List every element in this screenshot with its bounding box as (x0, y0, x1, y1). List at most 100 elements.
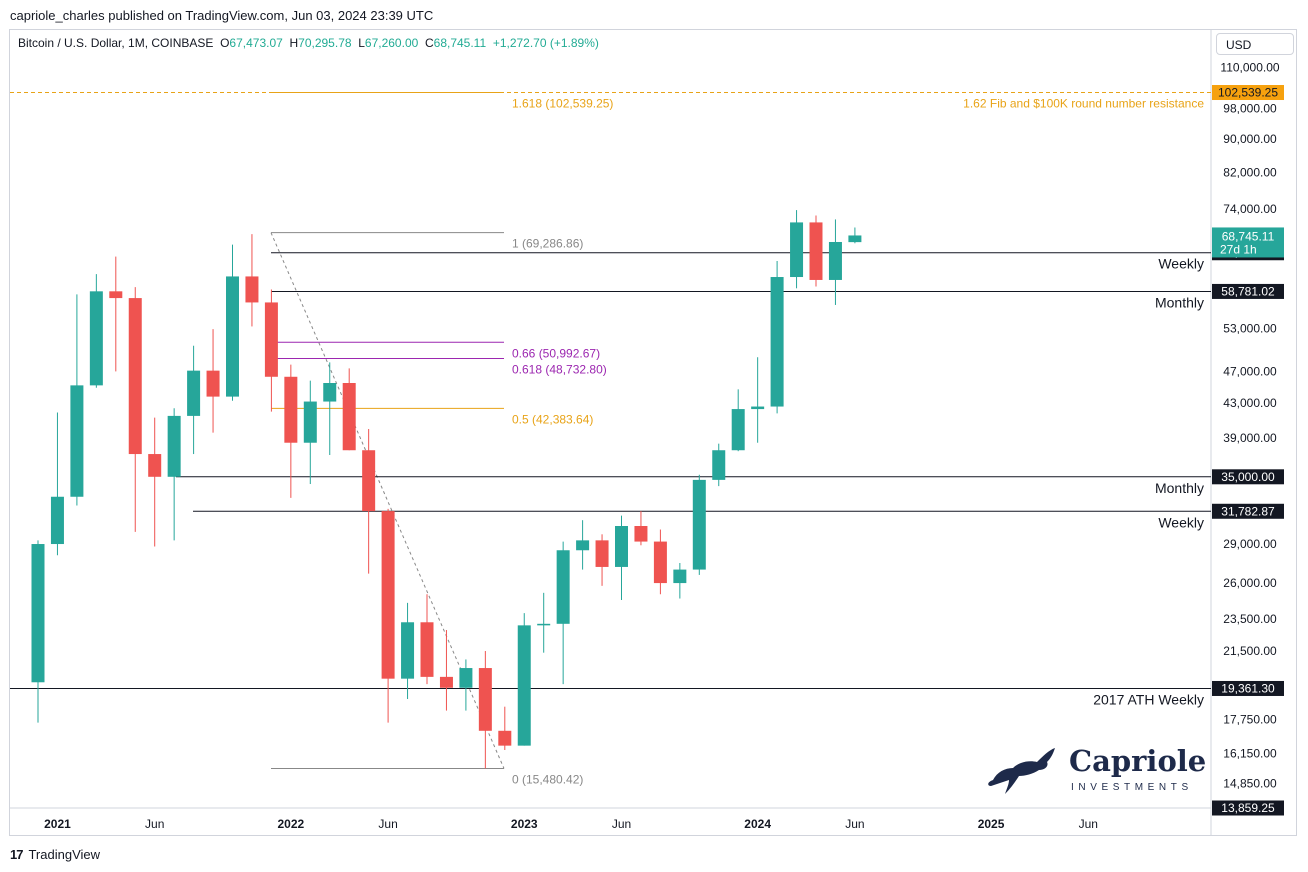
fib-level-label: 0.5 (42,383.64) (512, 412, 593, 426)
candle-body (653, 541, 667, 584)
fib-level-label: 0.618 (48,732.80) (512, 362, 607, 376)
tradingview-footer[interactable]: 17 TradingView (10, 847, 100, 862)
y-tick-label: 16,150.00 (1223, 746, 1277, 760)
x-tick-label: 2021 (44, 817, 71, 831)
x-tick-label: Jun (145, 817, 164, 831)
high-value: 70,295.78 (298, 36, 352, 50)
level-badge: 58,781.02 (1221, 284, 1275, 298)
x-tick-label: Jun (612, 817, 631, 831)
level-badge: 31,782.87 (1221, 504, 1275, 518)
level-badge: 19,361.30 (1221, 681, 1275, 695)
candle-body (245, 276, 259, 303)
level-badge-bg (1212, 503, 1284, 519)
candle-body (89, 291, 103, 386)
candle-body (50, 496, 64, 545)
tradingview-brand: TradingView (28, 847, 101, 862)
y-tick-label: 39,000.00 (1223, 431, 1277, 445)
level-badge: 35,000.00 (1221, 470, 1275, 484)
candle-body (478, 668, 492, 731)
candle-body (167, 415, 181, 477)
x-tick-label: Jun (1079, 817, 1098, 831)
axis-min-badge-bg (1212, 800, 1284, 816)
y-tick-label: 82,000.00 (1223, 165, 1277, 179)
open-label: O (220, 36, 230, 50)
resistance-label: 1.62 Fib and $100K round number resistan… (963, 97, 1204, 111)
symbol-title: Bitcoin / U.S. Dollar, 1M, COINBASE (18, 36, 214, 50)
last-price-badge: 68,745.11 (1222, 229, 1275, 243)
resistance-badge-bg (1212, 85, 1284, 101)
close-label: C (424, 36, 434, 50)
fib-level-label: 0 (15,480.42) (512, 772, 583, 786)
x-tick-label: 2023 (511, 817, 538, 831)
candle-body (595, 540, 609, 567)
tradingview-logo-icon: 17 (10, 847, 24, 862)
horse-logo-icon (988, 748, 1055, 794)
level-label: Weekly (1158, 256, 1204, 272)
symbol-legend: Bitcoin / U.S. Dollar, 1M, COINBASE O67,… (18, 36, 599, 50)
candle-body (673, 569, 687, 584)
y-tick-label: 14,850.00 (1223, 776, 1277, 790)
candle-body (109, 291, 123, 299)
candle-body (751, 406, 765, 410)
close-value: 68,745.11 (433, 36, 487, 50)
x-tick-label: Jun (378, 817, 397, 831)
candle-body (828, 241, 842, 280)
x-tick-label: 2022 (277, 817, 304, 831)
y-tick-label: 43,000.00 (1223, 396, 1277, 410)
candle-body (226, 276, 239, 397)
y-tick-label: 98,000.00 (1223, 102, 1277, 116)
candle-body (420, 622, 434, 677)
candle-body (342, 383, 356, 451)
resistance-badge: 102,539.25 (1218, 86, 1278, 100)
candle-body (770, 277, 784, 407)
candle-body (381, 511, 395, 679)
level-badge-bg (1212, 680, 1284, 696)
candle-body (439, 676, 453, 688)
low-value: 67,260.00 (364, 36, 419, 50)
y-tick-label: 23,500.00 (1223, 612, 1277, 626)
x-tick-label: 2025 (978, 817, 1005, 831)
level-label: 2017 ATH Weekly (1093, 691, 1204, 707)
level-label: Monthly (1155, 480, 1204, 496)
candle-body (70, 385, 84, 497)
y-tick-label: 26,000.00 (1223, 576, 1277, 590)
candle-body (556, 550, 570, 624)
publisher-line: capriole_charles published on TradingVie… (10, 8, 434, 23)
fib-level-label: 0.66 (50,992.67) (512, 346, 600, 360)
axis-min-badge: 13,859.25 (1221, 801, 1275, 815)
candle-body (498, 730, 512, 746)
x-tick-label: 2024 (744, 817, 771, 831)
high-label: H (289, 36, 299, 50)
candle-body (634, 526, 648, 542)
x-tick-label: Jun (845, 817, 864, 831)
candle-body (517, 625, 531, 746)
y-tick-label: 53,000.00 (1223, 321, 1277, 335)
candle-body (712, 450, 726, 480)
candle-body (692, 479, 706, 570)
candle-body (790, 222, 804, 278)
y-tick-label: 90,000.00 (1223, 132, 1277, 146)
candle-body (362, 450, 376, 512)
fib-level-label: 1.618 (102,539.25) (512, 97, 613, 111)
capriole-watermark: Capriole INVESTMENTS (985, 742, 1206, 797)
y-tick-label: 21,500.00 (1223, 644, 1277, 658)
y-tick-label: 29,000.00 (1223, 537, 1277, 551)
candle-body (187, 370, 201, 416)
candle-body (459, 668, 473, 688)
y-tick-label: 74,000.00 (1223, 202, 1277, 216)
candle-body (848, 235, 862, 243)
last-price-badge-bg (1212, 227, 1284, 258)
candle-body (31, 544, 45, 683)
candle-body (731, 409, 745, 451)
candle-body (323, 383, 337, 402)
countdown-label: 27d 1h (1220, 242, 1257, 256)
y-tick-label: 110,000.00 (1220, 60, 1279, 74)
chart-frame (9, 29, 1297, 836)
level-badge-bg (1212, 469, 1284, 485)
open-value: 67,473.07 (229, 36, 283, 50)
y-tick-label: 47,000.00 (1223, 364, 1277, 378)
candle-body (148, 454, 162, 477)
currency-button[interactable]: USD (1216, 33, 1294, 55)
level-label: Weekly (1158, 514, 1204, 530)
